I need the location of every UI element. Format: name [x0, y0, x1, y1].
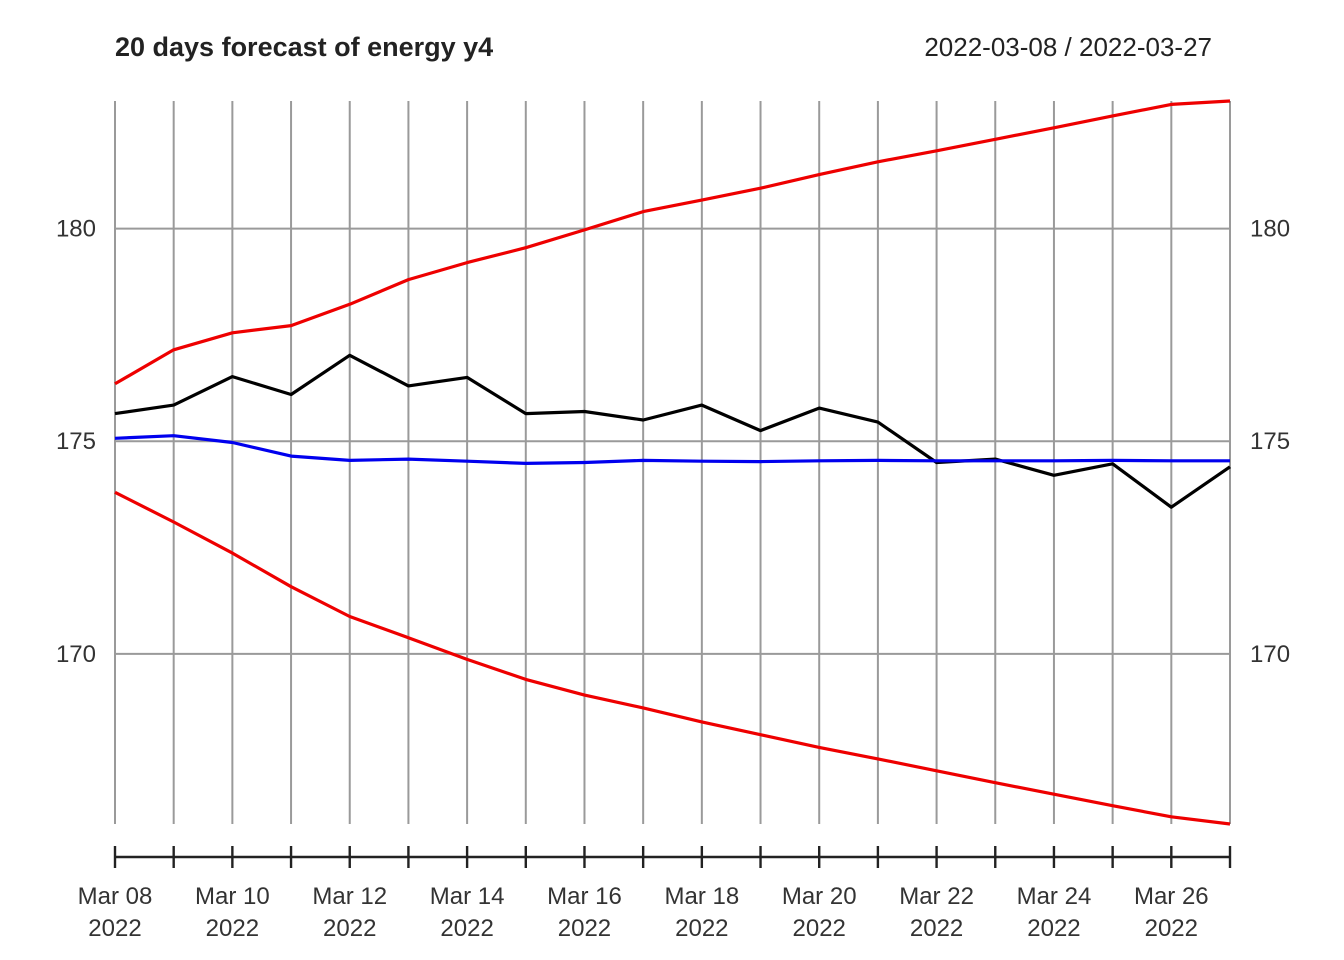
x-tick-label-year: 2022	[1027, 915, 1080, 942]
x-tick-label-month: Mar 24	[1017, 883, 1092, 910]
x-tick-label-year: 2022	[206, 915, 259, 942]
x-axis	[113, 846, 1232, 868]
y-tick-label-right: 170	[1250, 641, 1290, 668]
x-tick-label-month: Mar 16	[547, 883, 622, 910]
y-tick-label-left: 180	[56, 216, 96, 243]
chart-title: 20 days forecast of energy y4	[115, 32, 493, 62]
x-tick-label-year: 2022	[910, 915, 963, 942]
series-line-4	[114, 490, 1231, 826]
x-tick-label-year: 2022	[1145, 915, 1198, 942]
x-tick-label-month: Mar 22	[899, 883, 974, 910]
y-tick-label-left: 170	[56, 641, 96, 668]
x-tick-label-year: 2022	[793, 915, 846, 942]
y-tick-label-right: 175	[1250, 428, 1290, 455]
series-lines	[114, 99, 1231, 826]
x-tick-label-year: 2022	[675, 915, 728, 942]
series-line-2	[114, 353, 1231, 509]
y-tick-label-left: 175	[56, 428, 96, 455]
x-tick-label-month: Mar 20	[782, 883, 857, 910]
date-range-label: 2022-03-08 / 2022-03-27	[924, 32, 1212, 62]
x-tick-label-year: 2022	[88, 915, 141, 942]
x-tick-label-month: Mar 14	[430, 883, 505, 910]
x-tick-label-year: 2022	[440, 915, 493, 942]
series-line-3	[114, 434, 1230, 465]
tick-labels: 170 170 175 175 180 180 Mar 08 2022 Mar 10 2022 Ma…	[56, 216, 1290, 942]
x-tick-label-month: Mar 12	[312, 883, 387, 910]
x-tick-label-year: 2022	[558, 915, 611, 942]
y-tick-label-right: 180	[1250, 216, 1290, 243]
x-tick-label-month: Mar 18	[664, 883, 739, 910]
x-tick-label-month: Mar 26	[1134, 883, 1209, 910]
series-line-1	[114, 99, 1231, 386]
x-tick-label-month: Mar 08	[78, 883, 153, 910]
x-tick-label-year: 2022	[323, 915, 376, 942]
x-tick-label-month: Mar 10	[195, 883, 270, 910]
